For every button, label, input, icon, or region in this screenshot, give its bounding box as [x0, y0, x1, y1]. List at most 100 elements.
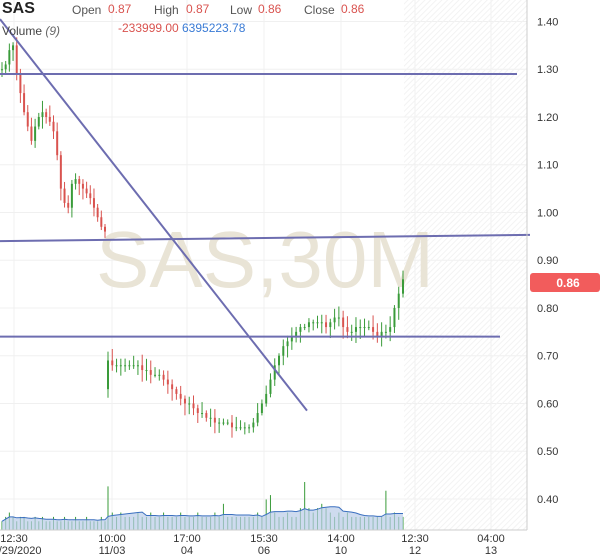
y-tick-label: 1.00 — [537, 207, 558, 219]
candle-body — [205, 413, 208, 418]
candle-body — [37, 116, 40, 127]
candle-body — [166, 379, 169, 385]
volume-label: Volume — [2, 24, 43, 38]
candle-body — [209, 417, 212, 419]
y-tick-label: 1.30 — [537, 64, 558, 76]
volume-ma-area — [2, 506, 403, 530]
candle-body — [307, 322, 310, 328]
candle-body — [269, 379, 272, 394]
candle-body — [333, 317, 336, 323]
candle-body — [158, 374, 161, 376]
candle-body — [260, 403, 263, 414]
candle-body — [273, 365, 276, 380]
x-tick-date: 10 — [335, 545, 347, 557]
candle-body — [19, 74, 22, 94]
candle-body — [265, 393, 268, 404]
candle-body — [329, 322, 332, 328]
y-tick-label: 0.90 — [537, 255, 558, 267]
x-tick-time: 12:30 — [0, 533, 28, 545]
candle-body — [316, 322, 319, 324]
candle-body — [290, 336, 293, 342]
y-axis: 1.40 1.30 1.20 1.10 1.00 0.90 0.80 0.70 0.60 0.50… — [526, 0, 558, 530]
candle-body — [124, 365, 127, 367]
candle-body — [89, 193, 92, 199]
candle-body — [393, 307, 396, 328]
candle-body — [175, 389, 178, 394]
candle-body — [226, 422, 229, 424]
x-tick-time: 15:30 — [250, 533, 278, 545]
x-tick-time: 12:30 — [401, 533, 429, 545]
candle-body — [256, 413, 259, 423]
y-tick-label: 0.60 — [537, 398, 558, 410]
future-hatch — [404, 0, 527, 530]
watermark: SAS,30M — [96, 215, 434, 304]
candle-body — [41, 112, 44, 117]
x-tick-date: 11/03 — [99, 545, 126, 557]
price-tag-box — [530, 273, 600, 292]
candle-body — [192, 403, 195, 409]
candle-body — [128, 365, 131, 367]
x-tick-time: 14:00 — [327, 533, 355, 545]
high-value: 0.87 — [186, 2, 210, 16]
candle-body — [162, 374, 165, 380]
y-tick-label: 0.80 — [537, 303, 558, 315]
y-tick-label: 0.40 — [537, 494, 558, 506]
candle-body — [4, 64, 7, 70]
candle-body — [48, 116, 51, 122]
candle-body — [119, 365, 122, 367]
candle-body — [248, 427, 251, 429]
price-tag-value: 0.86 — [556, 276, 580, 290]
volume-area — [1, 482, 404, 530]
candle-body — [23, 93, 26, 113]
candle-body — [85, 188, 88, 194]
candle-body — [171, 384, 174, 390]
candle-body — [52, 121, 55, 132]
candle-body — [34, 126, 37, 141]
candle-body — [141, 365, 144, 371]
candle-body — [230, 422, 233, 428]
candle-body — [213, 417, 216, 423]
volume-ma-line — [1, 506, 403, 522]
candle-body — [145, 370, 148, 372]
candle-body — [367, 327, 370, 329]
candle-body — [74, 179, 77, 184]
legend-header: SAS Open 0.87 High 0.87 Low 0.86 Close 0… — [0, 0, 600, 40]
candle-body — [376, 331, 379, 337]
candle-body — [380, 331, 383, 337]
candle-body — [45, 112, 48, 117]
candle-body — [222, 422, 225, 424]
candle-body — [104, 226, 106, 232]
candle-body — [235, 427, 238, 429]
candle-body — [1, 69, 3, 71]
candle-body — [136, 365, 139, 367]
candle-body — [26, 112, 29, 127]
x-tick-time: 04:00 — [477, 533, 505, 545]
volume-period: (9) — [45, 24, 61, 38]
candle-body — [239, 427, 242, 429]
y-tick-label: 0.70 — [537, 351, 558, 363]
candle-body — [63, 188, 66, 203]
candle-body — [278, 355, 281, 366]
candle-body — [303, 327, 306, 329]
candle-body — [30, 126, 33, 141]
candle-body — [154, 374, 157, 376]
candle-body — [196, 408, 199, 414]
candle-body — [188, 403, 191, 405]
x-tick-date: 06 — [258, 545, 270, 557]
candle-body — [346, 327, 349, 332]
candle-body — [149, 370, 152, 375]
candle-body — [372, 327, 375, 332]
drawn-lines[interactable] — [0, 18, 531, 412]
candle-body — [115, 365, 118, 367]
candle-body — [81, 183, 84, 189]
volume-value: 6395223.78 — [182, 21, 246, 35]
candle-body — [92, 198, 95, 208]
price-tag: 0.86 — [530, 273, 600, 292]
candle-body — [243, 427, 246, 429]
open-value: 0.87 — [108, 2, 132, 16]
candle-body — [59, 155, 62, 189]
open-label: Open — [72, 3, 102, 17]
candle-body — [183, 398, 186, 404]
candle-body — [201, 413, 204, 415]
